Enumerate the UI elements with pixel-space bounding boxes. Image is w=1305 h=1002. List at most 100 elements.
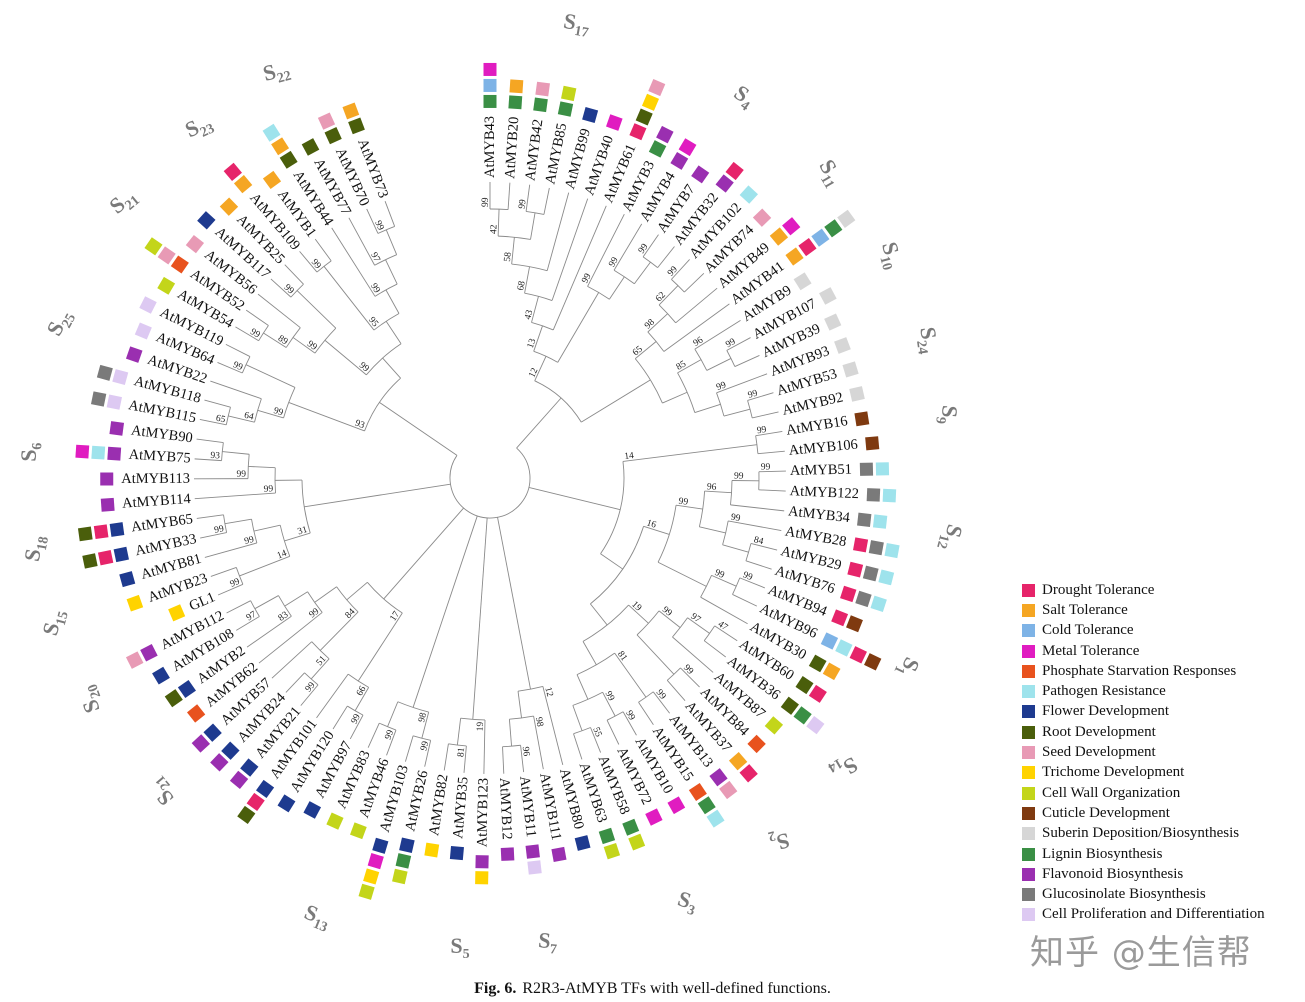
leaf-atmyb75: AtMYB75: [75, 444, 191, 467]
function-square-fd: [240, 758, 259, 777]
caption-text: R2R3-AtMYB TFs with well-defined functio…: [522, 980, 831, 997]
branch-line: [634, 341, 657, 360]
branch-arc: [642, 256, 658, 268]
branch-arc: [364, 377, 401, 432]
legend-item: Cuticle Development: [1022, 803, 1265, 823]
bootstrap-value: 68: [516, 280, 528, 291]
legend-swatch: [1022, 583, 1035, 597]
branch-line: [257, 409, 284, 419]
branch-arc: [254, 398, 262, 423]
legend-label: Cell Proliferation and Differentiation: [1042, 906, 1265, 923]
bootstrap-value: 98: [417, 712, 429, 724]
function-square-dt: [223, 162, 242, 182]
branch-arc: [600, 461, 625, 555]
branch-line: [245, 309, 269, 326]
branch-line: [652, 691, 670, 714]
bootstrap-value: 13: [526, 337, 539, 349]
subfamily-number: 20: [85, 682, 104, 700]
function-square-pr: [835, 639, 853, 657]
branch-arc: [336, 586, 359, 613]
branch-line: [520, 745, 525, 773]
branch-line: [714, 625, 738, 642]
function-square-rd: [795, 676, 814, 695]
function-square-fb: [109, 421, 125, 436]
branch-line: [730, 504, 785, 512]
function-square-dt: [725, 161, 744, 181]
function-square-rd: [77, 526, 93, 542]
function-square-fd: [277, 794, 296, 813]
branch-line: [587, 214, 625, 287]
function-square-st: [769, 227, 789, 246]
branch-line: [248, 465, 276, 469]
bootstrap-value: 19: [629, 600, 643, 614]
subfamily-label: S15: [37, 606, 72, 639]
legend-label: Suberin Deposition/Biosynthesis: [1042, 825, 1240, 842]
branch-line: [699, 526, 726, 534]
bootstrap-value: 99: [229, 577, 242, 590]
branch-line: [224, 518, 252, 525]
branch-line: [382, 357, 401, 379]
branch-line: [528, 487, 621, 511]
branch-arc: [517, 685, 543, 692]
branch-line: [348, 217, 376, 266]
subfamily-number: 22: [276, 69, 293, 87]
branch-line: [582, 641, 597, 666]
function-square-gb: [859, 462, 874, 476]
function-square-td: [641, 93, 660, 111]
legend-item: Seed Development: [1022, 742, 1265, 762]
function-square-td: [126, 594, 144, 612]
branch-line: [734, 355, 760, 368]
bootstrap-value: 99: [654, 688, 668, 702]
leaf-atmyb34: AtMYB34: [787, 503, 888, 529]
leaf-atmyb51: AtMYB51: [790, 462, 890, 479]
leaf-atmyb113: AtMYB113: [100, 471, 190, 487]
leaf-label: AtMYB16: [785, 413, 849, 439]
function-square-dt: [93, 524, 109, 540]
branch-line: [643, 525, 670, 535]
bootstrap-value: 98: [643, 317, 657, 331]
function-square-fb: [100, 497, 115, 512]
subfamily-number: 6: [30, 442, 45, 450]
function-square-st: [262, 170, 282, 189]
function-square-cw: [358, 883, 375, 900]
branch-arc: [274, 467, 276, 494]
figure-caption: Fig. 6. R2R3-AtMYB TFs with well-defined …: [0, 980, 1305, 998]
bootstrap-value: 65: [215, 414, 227, 426]
function-square-cp: [139, 296, 157, 314]
branch-line: [196, 514, 224, 519]
subfamily-number: 3: [685, 903, 696, 919]
function-square-cd: [854, 411, 870, 427]
function-square-fd: [203, 723, 222, 742]
subfamily-label: S10: [873, 239, 908, 272]
branch-line: [757, 450, 785, 455]
function-square-cw: [350, 822, 367, 840]
branch-arc: [250, 600, 260, 617]
function-square-mt: [645, 808, 663, 826]
function-square-ps: [688, 782, 707, 801]
subfamily-number: 18: [35, 535, 52, 551]
branch-line: [385, 321, 402, 345]
bootstrap-value: 43: [523, 309, 535, 321]
branch-line: [497, 209, 500, 237]
function-square-td: [168, 604, 186, 622]
function-square-fd: [113, 546, 129, 563]
branch-line: [502, 746, 505, 774]
function-square-sd: [535, 81, 550, 97]
function-square-lb: [793, 706, 812, 725]
bootstrap-value: 99: [231, 360, 244, 373]
branch-line: [687, 617, 710, 634]
branch-line: [647, 313, 668, 333]
function-square-pr: [878, 569, 895, 586]
branch-arc: [576, 652, 615, 676]
function-square-fb: [525, 844, 540, 859]
branch-line: [292, 337, 316, 354]
legend-swatch: [1022, 725, 1035, 739]
legend-label: Phosphate Starvation Responses: [1042, 662, 1237, 679]
function-square-fb: [709, 768, 728, 787]
subfamily-number: 14: [825, 755, 845, 775]
branch-line: [296, 290, 337, 329]
branch-arc: [703, 625, 716, 641]
branch-line: [704, 490, 732, 494]
function-square-mt: [75, 444, 90, 459]
branch-line: [284, 532, 311, 542]
